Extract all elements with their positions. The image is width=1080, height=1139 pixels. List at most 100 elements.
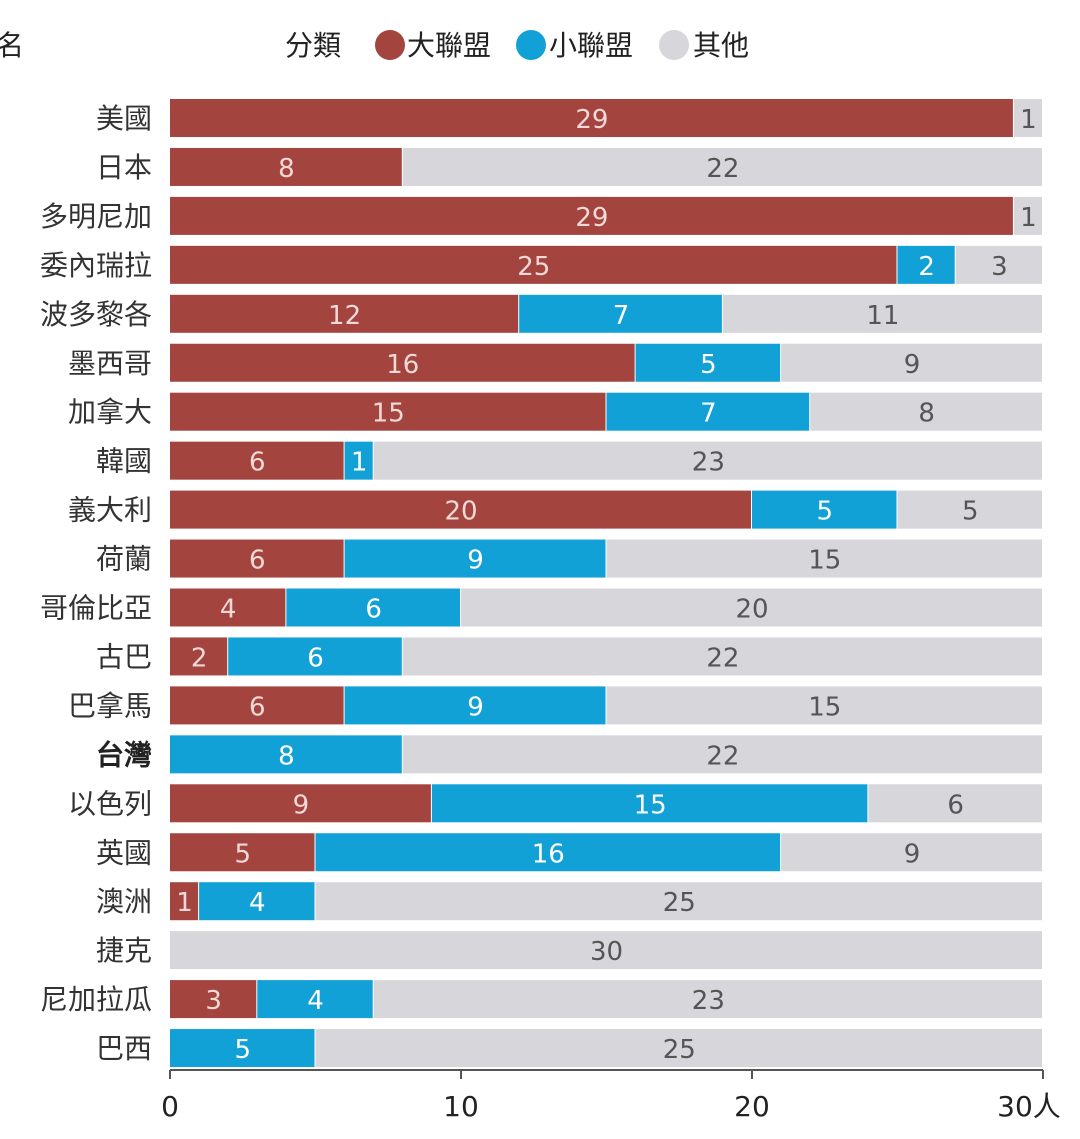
segment-value-label: 16 bbox=[386, 350, 419, 380]
segment-value-label: 9 bbox=[904, 839, 921, 869]
category-label: 荷蘭 bbox=[96, 543, 152, 576]
segment-value-label: 4 bbox=[307, 986, 324, 1016]
category-label: 美國 bbox=[96, 102, 152, 135]
segment-value-label: 15 bbox=[808, 546, 841, 576]
segment-value-label: 9 bbox=[467, 546, 484, 576]
legend-swatch-2 bbox=[516, 30, 546, 60]
segment-value-label: 5 bbox=[962, 497, 979, 527]
bar-segment bbox=[635, 343, 781, 382]
bar-segment bbox=[897, 490, 1042, 529]
bar-segment bbox=[170, 637, 228, 676]
bar-segment bbox=[606, 539, 1042, 578]
category-label: 以色列 bbox=[68, 787, 152, 820]
bar-segment bbox=[955, 245, 1042, 284]
category-label: 澳洲 bbox=[96, 885, 152, 918]
category-label: 委內瑞拉 bbox=[40, 249, 152, 282]
category-label: 日本 bbox=[96, 151, 152, 184]
bar-segment bbox=[402, 735, 1042, 774]
bar-segment bbox=[606, 392, 810, 431]
bar-segment bbox=[170, 735, 402, 774]
segment-value-label: 9 bbox=[293, 790, 310, 820]
bar-segment bbox=[402, 637, 1042, 676]
category-label: 古巴 bbox=[96, 640, 152, 673]
category-label: 捷克 bbox=[96, 934, 152, 967]
segment-value-label: 6 bbox=[365, 595, 382, 625]
x-tick-label: 0 bbox=[161, 1090, 179, 1123]
legend: 名 分類 大聯盟 小聯盟 其他 bbox=[0, 29, 749, 62]
segment-value-label: 2 bbox=[191, 643, 208, 673]
legend-title: 分類 bbox=[285, 29, 341, 62]
segment-value-label: 22 bbox=[706, 643, 739, 673]
segment-value-label: 23 bbox=[692, 986, 725, 1016]
bar-segment bbox=[1013, 99, 1042, 137]
category-label: 波多黎各 bbox=[40, 298, 152, 331]
bar-segment bbox=[344, 686, 606, 725]
segment-value-label: 3 bbox=[205, 986, 222, 1016]
segment-value-label: 29 bbox=[575, 105, 608, 135]
category-label: 哥倫比亞 bbox=[40, 592, 152, 625]
segment-value-label: 1 bbox=[1020, 105, 1037, 135]
bar-segment bbox=[781, 833, 1042, 872]
segment-value-label: 5 bbox=[234, 1035, 251, 1065]
bar-segment bbox=[810, 392, 1042, 431]
bar-segment bbox=[170, 490, 751, 529]
title-fragment: 名 bbox=[0, 29, 24, 62]
bar-segment bbox=[170, 931, 1042, 970]
category-label: 多明尼加 bbox=[40, 200, 152, 233]
bar-segment bbox=[170, 392, 606, 431]
bar-segment bbox=[519, 294, 722, 333]
segment-value-label: 30 bbox=[590, 937, 623, 967]
segment-value-label: 11 bbox=[866, 301, 899, 331]
bar-segment bbox=[373, 441, 1042, 480]
segment-value-label: 1 bbox=[176, 888, 193, 918]
segment-value-label: 25 bbox=[517, 252, 550, 282]
segment-value-label: 4 bbox=[220, 595, 237, 625]
segment-value-label: 6 bbox=[249, 448, 266, 478]
segment-value-label: 1 bbox=[1020, 203, 1037, 233]
bar-segment bbox=[286, 588, 460, 627]
bar-segment bbox=[170, 196, 1013, 235]
segment-value-label: 6 bbox=[249, 546, 266, 576]
category-label: 尼加拉瓜 bbox=[40, 983, 152, 1016]
segment-value-label: 9 bbox=[904, 350, 921, 380]
segment-value-label: 6 bbox=[947, 790, 964, 820]
segment-value-label: 25 bbox=[663, 888, 696, 918]
bar-segment bbox=[170, 343, 635, 382]
segment-value-label: 5 bbox=[700, 350, 717, 380]
bar-segment bbox=[315, 833, 781, 872]
category-label: 義大利 bbox=[68, 494, 152, 527]
bar-segment bbox=[373, 980, 1042, 1019]
segment-value-label: 9 bbox=[467, 692, 484, 722]
segment-value-label: 15 bbox=[634, 790, 667, 820]
segment-value-label: 8 bbox=[278, 741, 295, 771]
segment-value-label: 15 bbox=[372, 399, 405, 429]
bar-segment bbox=[606, 686, 1042, 725]
segment-value-label: 4 bbox=[249, 888, 266, 918]
bar-segment bbox=[170, 99, 1013, 137]
legend-swatch-1 bbox=[375, 30, 405, 60]
bar-segment bbox=[170, 980, 257, 1019]
bar-segment bbox=[170, 539, 344, 578]
segment-value-label: 6 bbox=[249, 692, 266, 722]
bar-segment bbox=[897, 245, 955, 284]
segment-value-label: 22 bbox=[706, 154, 739, 184]
segment-value-label: 5 bbox=[816, 497, 833, 527]
bar-segment bbox=[752, 490, 897, 529]
bar-segment bbox=[1013, 196, 1042, 235]
segment-value-label: 16 bbox=[532, 839, 565, 869]
bar-segment bbox=[461, 588, 1042, 627]
bar-segment bbox=[781, 343, 1042, 382]
segment-value-label: 2 bbox=[918, 252, 935, 282]
bar-segment bbox=[170, 441, 344, 480]
category-label: 韓國 bbox=[96, 445, 152, 478]
bar-segment bbox=[170, 833, 315, 872]
bar-segment bbox=[402, 147, 1042, 186]
bar-segment bbox=[228, 637, 402, 676]
segment-value-label: 3 bbox=[991, 252, 1008, 282]
bar-segment bbox=[170, 588, 286, 627]
bar-segment bbox=[170, 1029, 315, 1068]
segment-value-label: 22 bbox=[706, 741, 739, 771]
category-label: 加拿大 bbox=[68, 396, 152, 429]
segment-value-label: 15 bbox=[808, 692, 841, 722]
